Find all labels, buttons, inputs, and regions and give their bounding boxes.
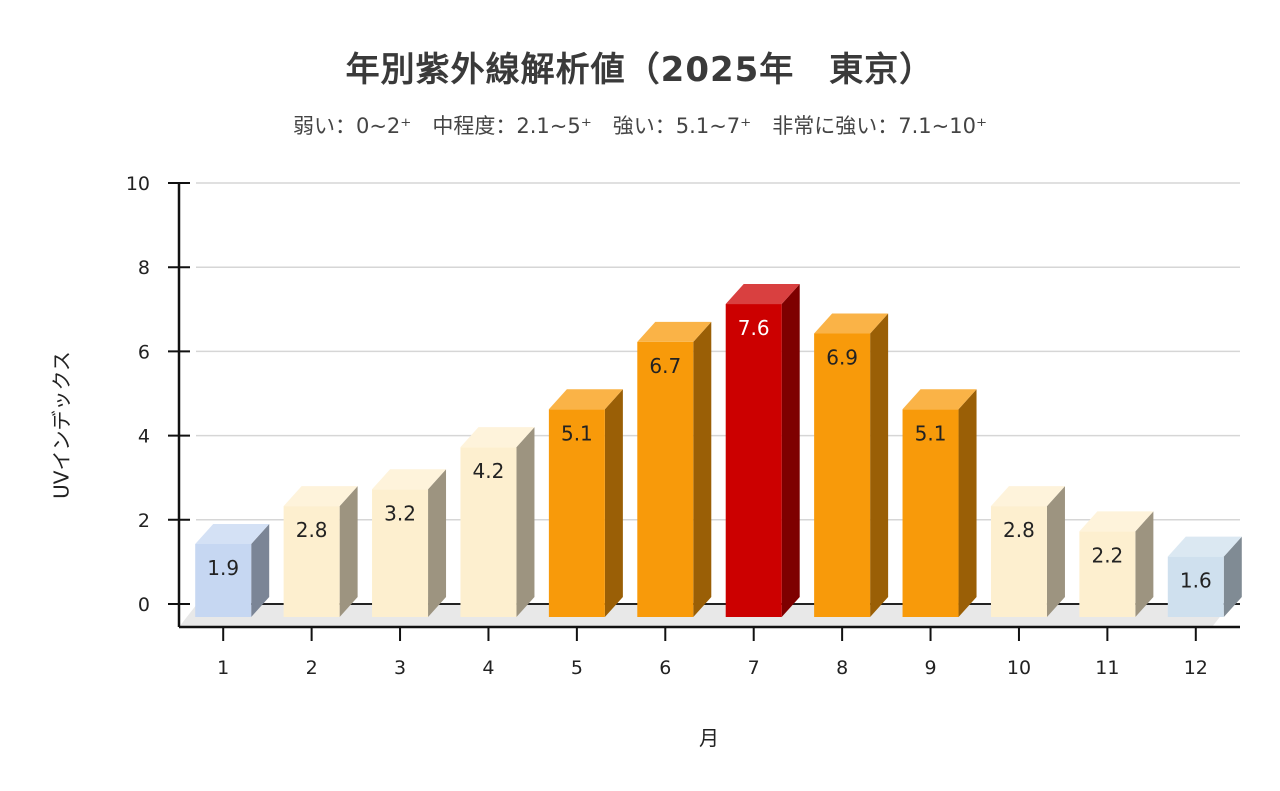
bar-group — [637, 321, 712, 617]
bar-side — [604, 389, 623, 617]
bar-side — [428, 469, 447, 617]
bar-top — [902, 389, 977, 410]
bar — [637, 341, 694, 617]
data-label: 1.6 — [1180, 569, 1212, 593]
x-tick-label: 8 — [836, 657, 848, 679]
bar — [283, 506, 340, 617]
data-label: 6.7 — [649, 354, 681, 378]
bar-group — [902, 389, 977, 617]
bar-top — [725, 284, 800, 305]
bar-top — [1079, 511, 1154, 532]
value-labels: 1.9 2.8 3.2 4.2 5.1 6.7 7.6 6.9 5.1 2.8 2.2 1.6 — [207, 316, 1211, 593]
bar-top — [372, 469, 447, 490]
y-tick-label: 8 — [138, 257, 150, 279]
y-tick-label: 0 — [138, 594, 150, 616]
bar-side — [958, 389, 977, 617]
bar-top — [460, 427, 535, 448]
y-tick-label: 10 — [126, 173, 150, 195]
bar — [902, 409, 959, 617]
bar — [548, 409, 605, 617]
bar — [990, 506, 1047, 617]
bar-group — [1167, 536, 1242, 617]
bar-side — [870, 313, 889, 617]
floor-plane — [179, 604, 1230, 627]
bar-side — [1135, 511, 1154, 617]
chart-floor — [179, 604, 1230, 627]
x-tick-label: 10 — [1007, 657, 1031, 679]
bar — [725, 304, 782, 617]
x-tick-label: 3 — [394, 657, 406, 679]
x-tick-label: 9 — [924, 657, 936, 679]
chart-title: 年別紫外線解析値（2025年 東京） — [345, 50, 935, 90]
data-label: 6.9 — [826, 346, 858, 370]
x-tick-label: 4 — [482, 657, 494, 679]
x-tick-label: 12 — [1184, 657, 1208, 679]
bar — [1079, 531, 1136, 617]
bar-group — [548, 389, 623, 617]
x-axis-label: 月 — [699, 726, 719, 750]
bar-group — [1079, 511, 1154, 617]
bar-top — [283, 486, 358, 507]
bar-top — [548, 389, 623, 410]
bar-side — [693, 321, 712, 617]
bar-side — [339, 486, 358, 617]
bar — [372, 489, 429, 617]
bar — [1167, 556, 1224, 617]
bar-top — [1167, 536, 1242, 557]
y-tick-label: 4 — [138, 426, 150, 448]
bar-top — [814, 313, 889, 334]
bar-group — [283, 486, 358, 617]
bar-top — [195, 524, 270, 545]
data-label: 5.1 — [561, 421, 593, 445]
x-tick-label: 7 — [748, 657, 760, 679]
x-tick-label: 2 — [306, 657, 318, 679]
x-tick-label: 5 — [571, 657, 583, 679]
bar-side — [1223, 536, 1242, 617]
bar-group — [460, 427, 535, 617]
data-label: 7.6 — [738, 316, 770, 340]
data-label: 2.8 — [1003, 518, 1035, 542]
bar — [814, 333, 871, 617]
data-label: 4.2 — [473, 459, 505, 483]
bar-group — [990, 486, 1065, 617]
y-tick-label: 2 — [138, 510, 150, 532]
bar-group — [725, 284, 800, 617]
bar-top — [637, 321, 712, 342]
x-tick-label: 6 — [659, 657, 671, 679]
bar-group — [372, 469, 447, 617]
bar-top — [990, 486, 1065, 507]
data-label: 5.1 — [915, 421, 947, 445]
bar-side — [516, 427, 535, 617]
x-tick-label: 11 — [1095, 657, 1119, 679]
data-label: 1.9 — [207, 556, 239, 580]
data-label: 2.2 — [1091, 543, 1123, 567]
data-label: 2.8 — [296, 518, 328, 542]
data-label: 3.2 — [384, 501, 416, 525]
y-tick-label: 6 — [138, 341, 150, 363]
x-tick-label: 1 — [217, 657, 229, 679]
bars — [195, 284, 1242, 617]
bar-side — [781, 284, 800, 617]
bar-group — [195, 524, 270, 617]
bar-side — [1046, 486, 1065, 617]
chart-subtitle: 弱い：0~2⁺ 中程度：2.1~5⁺ 強い：5.1~7⁺ 非常に強い：7.1~1… — [292, 114, 988, 138]
bar-group — [814, 313, 889, 617]
bar — [460, 447, 517, 617]
bar — [195, 544, 252, 617]
bar-side — [251, 524, 270, 617]
